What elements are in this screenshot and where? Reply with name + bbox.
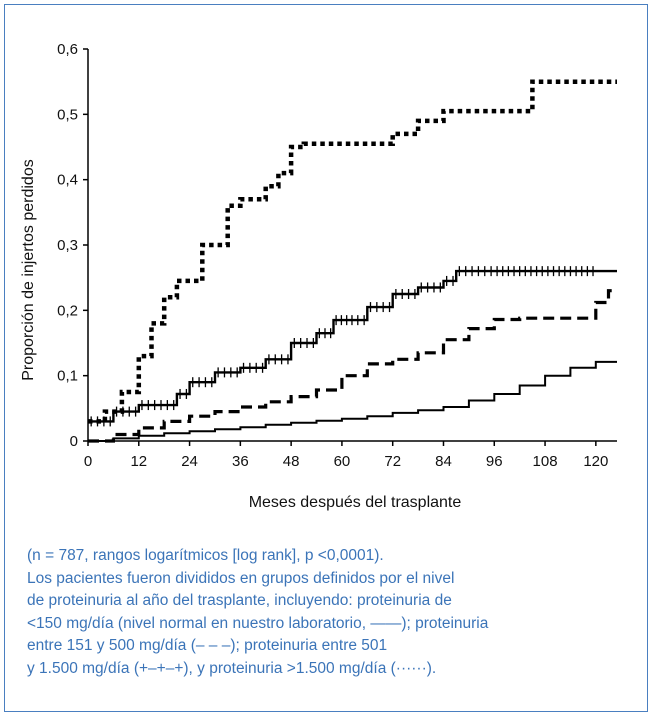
- y-axis-label: Proporción de injertos perdidos: [20, 159, 37, 380]
- x-tick-label: 84: [435, 453, 452, 470]
- figure-frame: 0 0,1 0,2 0,3 0,4 0,5 0,6 0 12 24 36 48 60 72 84 96 108 1…: [4, 4, 648, 712]
- x-tick-label: 0: [84, 453, 92, 470]
- x-tick-label: 48: [283, 453, 300, 470]
- y-tick-label: 0,1: [57, 368, 78, 385]
- series-line: [88, 79, 617, 424]
- x-tick-label: 96: [486, 453, 503, 470]
- x-tick-label: 36: [232, 453, 249, 470]
- x-tick-label: 60: [334, 453, 351, 470]
- y-tick-label: 0,4: [57, 172, 78, 189]
- x-axis-label: Meses después del trasplante: [249, 494, 462, 511]
- y-tick-label: 0,3: [57, 237, 78, 254]
- x-tick-label: 72: [384, 453, 401, 470]
- y-tick-label: 0,6: [57, 41, 78, 58]
- x-tick-label: 120: [583, 453, 608, 470]
- y-tick-label: 0,2: [57, 302, 78, 319]
- series-dotted: [88, 79, 617, 424]
- series-plus: [88, 266, 617, 427]
- caption-line: <150 mg/día (nivel normal en nuestro lab…: [27, 614, 489, 632]
- y-tick-label: 0,5: [57, 106, 78, 123]
- chart-axes: 0 0,1 0,2 0,3 0,4 0,5 0,6 0 12 24 36 48 60 72 84 96 108 1…: [57, 41, 617, 470]
- x-tick-label: 108: [533, 453, 558, 470]
- caption-line: entre 151 y 500 mg/día (– – –); proteinu…: [27, 637, 388, 654]
- x-tick-label: 12: [130, 453, 147, 470]
- caption-line: Los pacientes fueron divididos en grupos…: [27, 569, 455, 587]
- caption-line: (n = 787, rangos logarítmicos [log rank]…: [27, 547, 384, 564]
- series-line: [88, 269, 617, 423]
- series-line: [88, 360, 617, 442]
- x-tick-label: 24: [181, 453, 198, 470]
- figure-caption: (n = 787, rangos logarítmicos [log rank]…: [27, 545, 637, 680]
- series-layer: [88, 79, 617, 443]
- caption-line: de proteinuria al año del trasplante, in…: [27, 592, 452, 609]
- series-dashed: [88, 289, 617, 443]
- series-line: [88, 289, 617, 443]
- caption-line: y 1.500 mg/día (+–+–+), y proteinuria >1…: [27, 659, 437, 677]
- y-tick-label: 0: [70, 433, 78, 450]
- series-solid: [88, 360, 617, 442]
- km-chart: 0 0,1 0,2 0,3 0,4 0,5 0,6 0 12 24 36 48 60 72 84 96 108 1…: [20, 41, 617, 511]
